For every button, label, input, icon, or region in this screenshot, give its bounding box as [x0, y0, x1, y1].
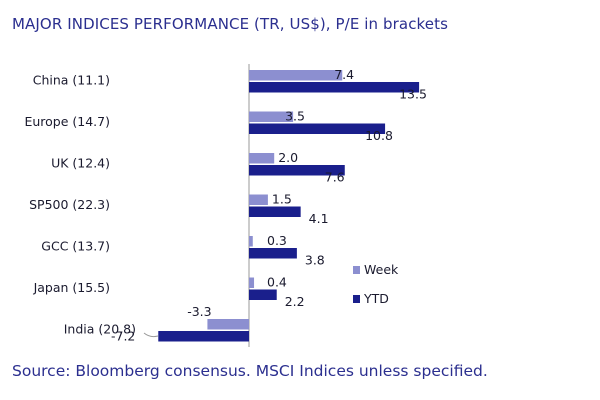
bar-ytd [249, 82, 420, 93]
bar-ytd [249, 248, 297, 259]
bar-ytd [158, 331, 249, 342]
data-label-ytd: 13.5 [399, 87, 427, 102]
category-label: Japan (15.5) [33, 280, 110, 295]
category-label: GCC (13.7) [41, 239, 110, 254]
data-label-ytd: 10.8 [365, 128, 393, 143]
bar-ytd [249, 123, 386, 134]
data-label-ytd: -7.2 [111, 329, 135, 344]
legend-week-label: Week [364, 262, 399, 277]
chart-title: MAJOR INDICES PERFORMANCE (TR, US$), P/E… [12, 15, 449, 33]
chart-source-note: Source: Bloomberg consensus. MSCI Indice… [12, 362, 488, 380]
data-label-week: 0.4 [267, 275, 287, 290]
legend-week-swatch [353, 266, 360, 274]
bar-ytd [249, 165, 345, 176]
category-label: SP500 (22.3) [29, 197, 110, 212]
bar-week [207, 319, 249, 330]
data-label-ytd: 4.1 [309, 211, 329, 226]
category-label: China (11.1) [33, 73, 110, 88]
bar-week [249, 277, 255, 288]
data-label-ytd: 3.8 [305, 253, 325, 268]
data-label-week: -3.3 [187, 304, 211, 319]
leader-line [143, 332, 159, 338]
bar-ytd [249, 206, 301, 217]
legend-ytd-label: YTD [363, 291, 389, 306]
bar-week [249, 153, 275, 164]
data-label-week: 0.3 [267, 233, 287, 248]
bar-ytd [249, 289, 277, 300]
category-label: UK (12.4) [51, 156, 110, 171]
bar-week [249, 236, 253, 247]
data-label-week: 2.0 [278, 150, 298, 165]
data-label-week: 3.5 [285, 109, 305, 124]
bar-week [249, 111, 294, 122]
data-label-week: 7.4 [334, 67, 354, 82]
category-label: India (20.8) [64, 322, 136, 337]
data-label-week: 1.5 [272, 192, 292, 207]
category-label: Europe (14.7) [24, 114, 110, 129]
data-label-ytd: 2.2 [285, 294, 305, 309]
legend-ytd-swatch [353, 295, 360, 303]
bar-week [249, 70, 343, 81]
bar-week [249, 194, 268, 205]
data-label-ytd: 7.6 [325, 170, 345, 185]
